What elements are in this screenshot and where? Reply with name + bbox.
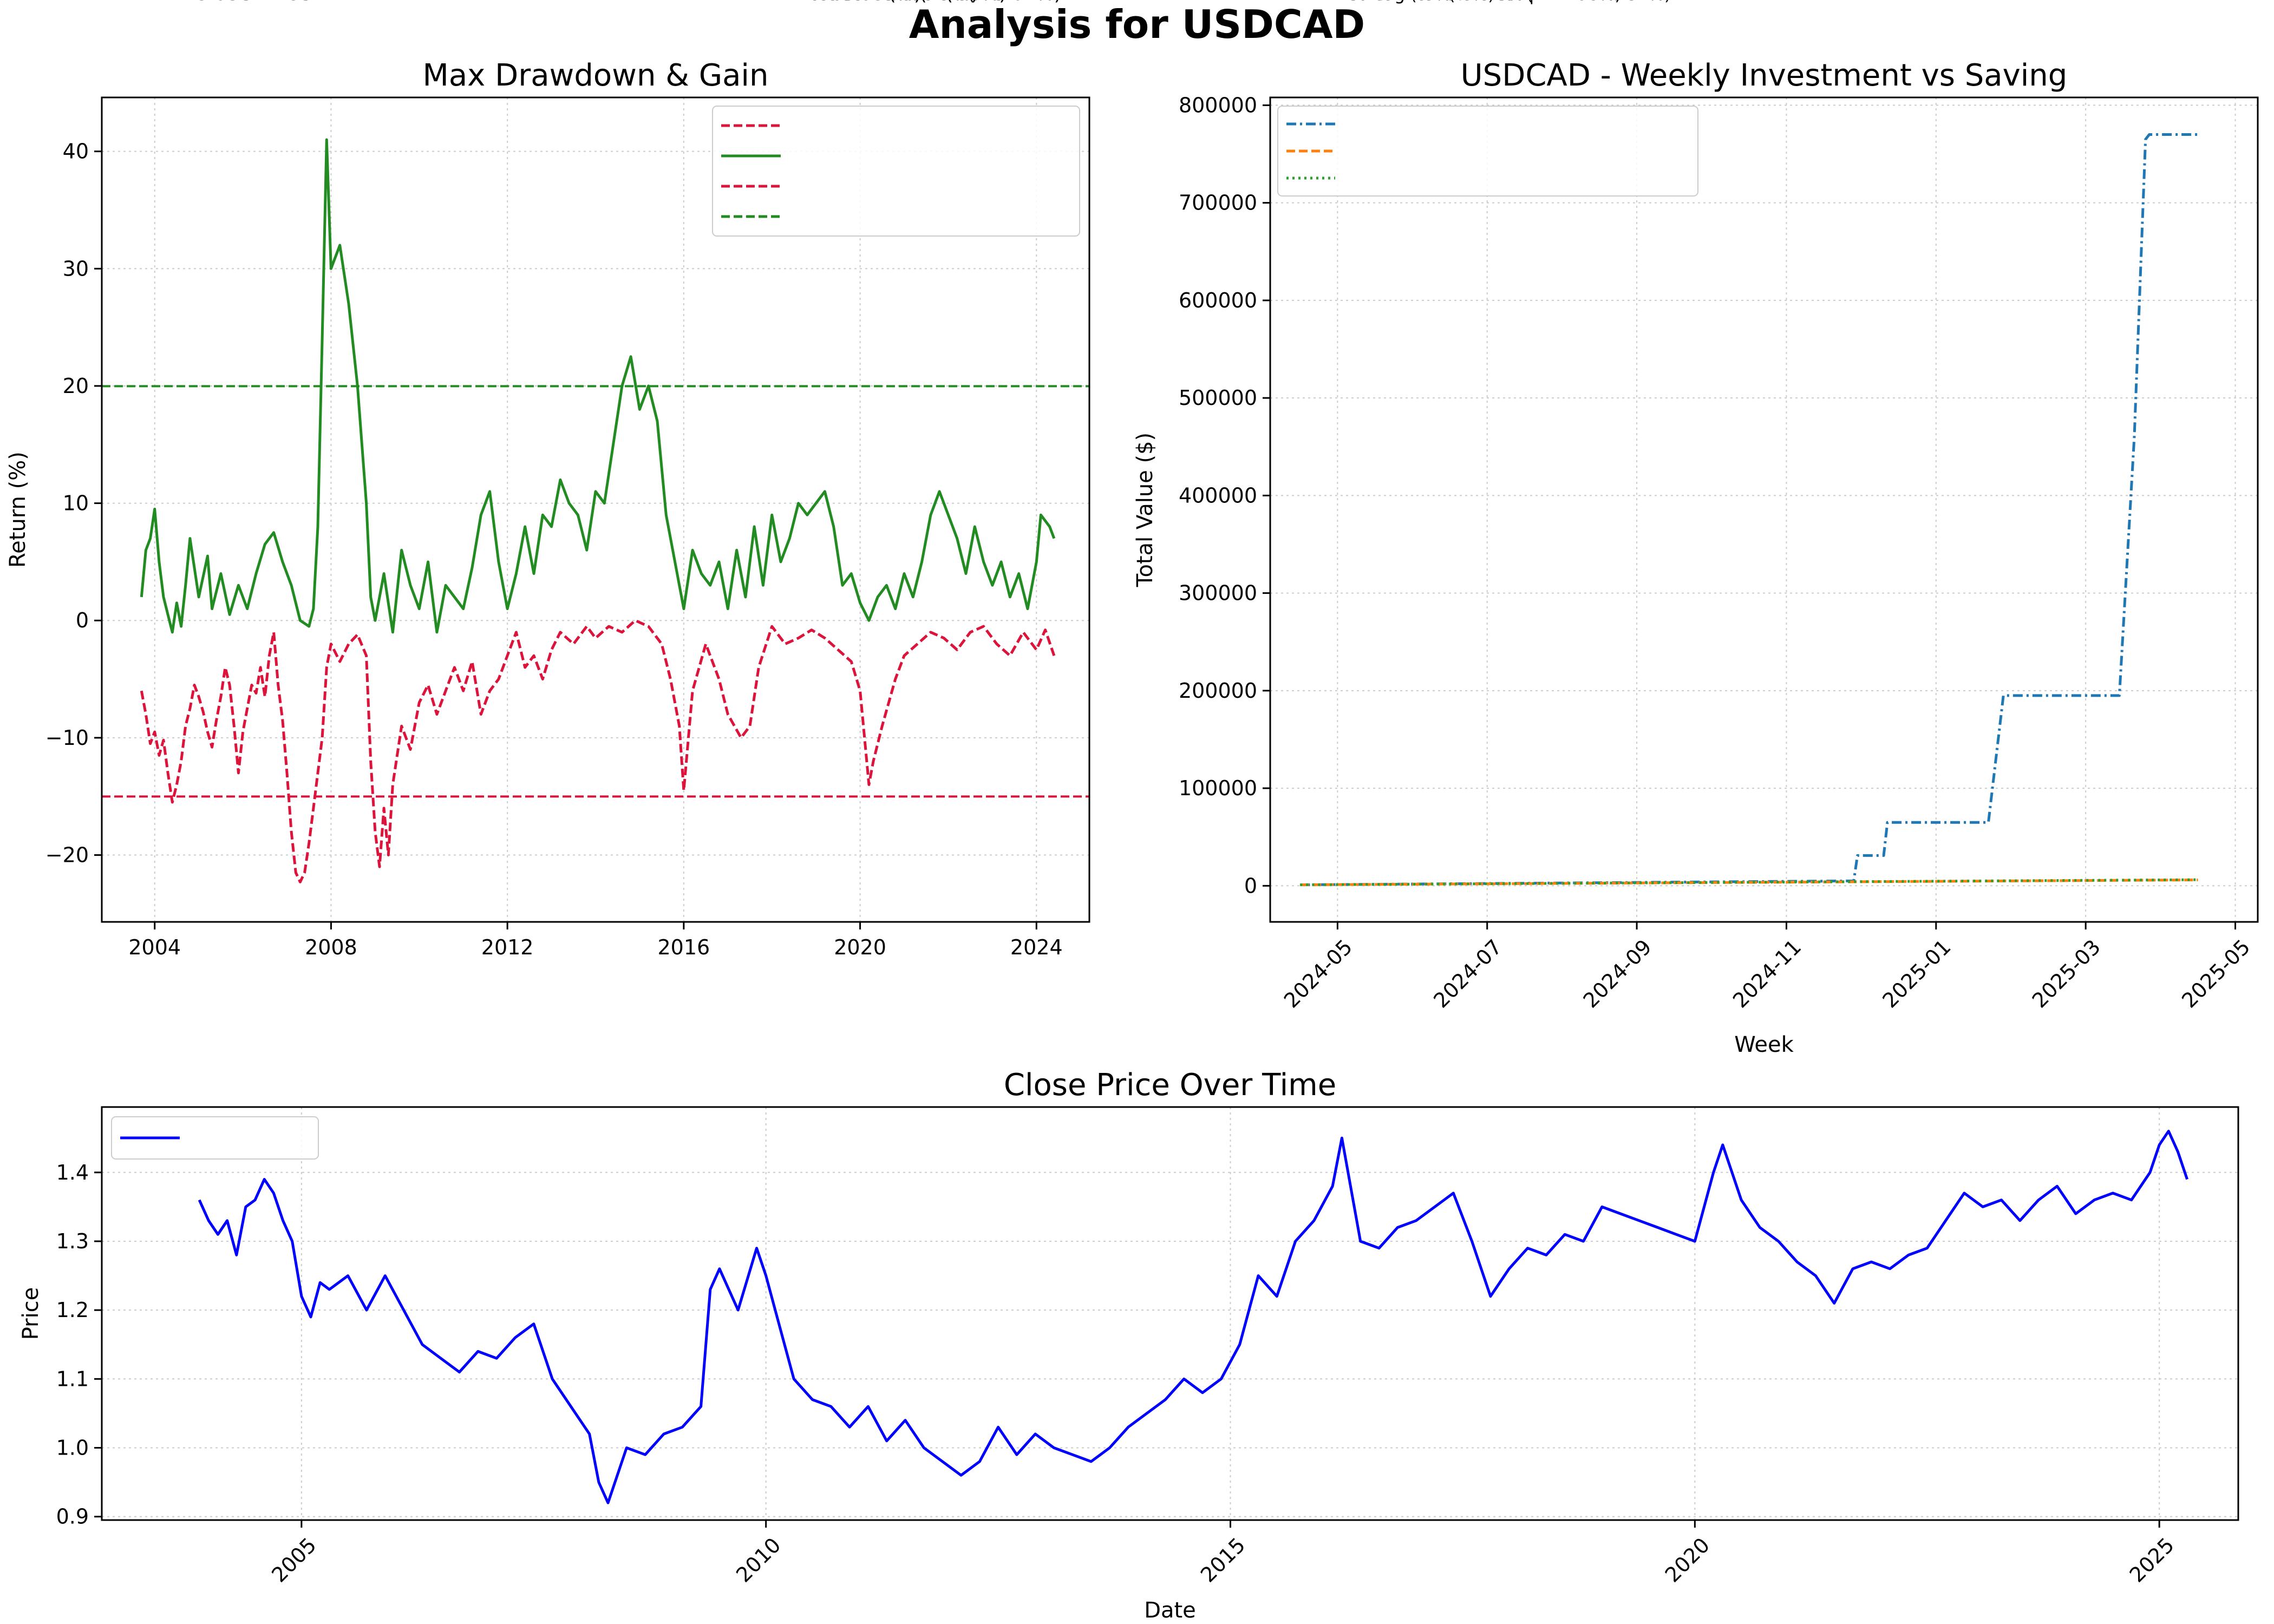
y-tick-label: 200000 [1179, 679, 1257, 703]
plot-area [198, 1130, 2188, 1504]
y-tick-label: 400000 [1179, 483, 1257, 507]
x-tick-label: 2025-01 [1878, 935, 1955, 1012]
drawdown-gain-chart: 2004 2008 2012 2016 2020 2024 −20 −10 0 10 20 30 40 M… [5, 0, 1090, 959]
y-tick-label: 600000 [1179, 289, 1257, 312]
series-line [1300, 133, 2198, 886]
x-tick-label: 2005 [267, 1533, 321, 1587]
y-tick-label: 30 [63, 257, 89, 280]
y-tick-label: 100000 [1179, 776, 1257, 800]
x-tick-label: 2024-11 [1728, 935, 1806, 1012]
y-axis-label: Price [18, 1287, 43, 1340]
y-axis-label: Return (%) [5, 451, 30, 568]
y-tick-label: 300000 [1179, 581, 1257, 605]
x-tick-label: 2015 [1196, 1533, 1250, 1587]
y-tick-label: 20 [63, 374, 89, 398]
legend-label: Max Drawdown (%) [794, 0, 978, 5]
legend-box [111, 1116, 319, 1160]
axes-frame [1269, 96, 2259, 923]
plot-area [102, 138, 1089, 883]
y-tick-label: −10 [45, 726, 89, 750]
legend-label: Close Price [193, 0, 311, 5]
y-tick-label: 1.1 [56, 1367, 89, 1391]
legend-label: -1.96σ Drawdown (-15.01%) [794, 0, 1061, 5]
y-tick-label: 500000 [1179, 386, 1257, 410]
y-tick-label: 0 [76, 608, 89, 632]
chart-title: Close Price Over Time [1004, 1068, 1336, 1103]
x-tick-label: 2016 [657, 935, 710, 959]
legend: Close Price [111, 0, 319, 1160]
investment-vs-saving-chart: 2024-05 2024-07 2024-09 2024-11 2025-01 2025-… [1133, 0, 2259, 1057]
x-tick-label: 2024-07 [1429, 935, 1506, 1012]
x-tick-label: 2024 [1010, 935, 1063, 959]
y-tick-label: 1.3 [56, 1229, 89, 1253]
y-tick-label: −20 [45, 843, 89, 867]
y-tick-label: 800000 [1179, 93, 1257, 117]
x-axis-label: Week [1734, 1032, 1794, 1057]
y-tick-label: 1.4 [56, 1161, 89, 1184]
x-tick-label: 2025-05 [2177, 935, 2255, 1012]
y-tick-label: 0 [1244, 874, 1257, 898]
y-tick-label: 1.0 [56, 1436, 89, 1459]
legend-label: Investment (TP 1.0% | AR 12146.31%) [1348, 0, 1671, 4]
y-tick-label: 0.9 [56, 1505, 89, 1529]
chart-title: Max Drawdown & Gain [423, 58, 769, 93]
x-tick-label: 2024-09 [1579, 935, 1656, 1012]
series-line [198, 1130, 2188, 1504]
x-tick-label: 2008 [305, 935, 357, 959]
x-tick-label: 2024-05 [1279, 935, 1357, 1012]
x-tick-label: 2010 [731, 1533, 786, 1587]
x-tick-label: 2012 [481, 935, 534, 959]
x-tick-label: 2004 [128, 935, 181, 959]
y-axis-label: Total Value ($) [1133, 433, 1158, 587]
series-line [140, 138, 1056, 634]
x-tick-label: 2020 [1661, 1533, 1715, 1587]
legend-label: Max Gain (%) [794, 0, 922, 5]
y-tick-label: 700000 [1179, 191, 1257, 215]
series-line [1300, 878, 2198, 886]
x-tick-label: 2025 [2125, 1533, 2179, 1587]
legend-label: Saving +5% Interest (AR 2.98%) [1348, 0, 1621, 4]
legend-box [712, 106, 1080, 237]
y-tick-label: 10 [63, 492, 89, 515]
figure-title: Analysis for USDCAD [909, 2, 1365, 47]
legend-label: Saving (AR 0.0%) [1348, 0, 1494, 4]
axes-frame [101, 96, 1090, 923]
x-axis-label: Date [1144, 1598, 1196, 1623]
x-tick-label: 2025-03 [2028, 935, 2105, 1012]
y-tick-label: 40 [63, 140, 89, 163]
legend-box [1277, 106, 1698, 197]
chart-title: USDCAD - Weekly Investment vs Saving [1461, 58, 2068, 93]
y-tick-label: 1.2 [56, 1298, 89, 1322]
series-line [140, 619, 1056, 883]
plot-area [1300, 133, 2198, 886]
legend-label: +1.96σ Gain (19.98%) [794, 0, 1007, 5]
axes-frame [101, 1106, 2239, 1521]
legend: Max Drawdown (%)Max Gain (%)-1.96σ Drawd… [712, 0, 1080, 237]
close-price-chart: 2005 2010 2015 2020 20250.91.01.11.21.31.4Cl… [18, 0, 2239, 1623]
legend: Investment (TP 1.0% | AR 12146.31%)Savin… [1277, 0, 1698, 197]
x-tick-label: 2020 [834, 935, 886, 959]
